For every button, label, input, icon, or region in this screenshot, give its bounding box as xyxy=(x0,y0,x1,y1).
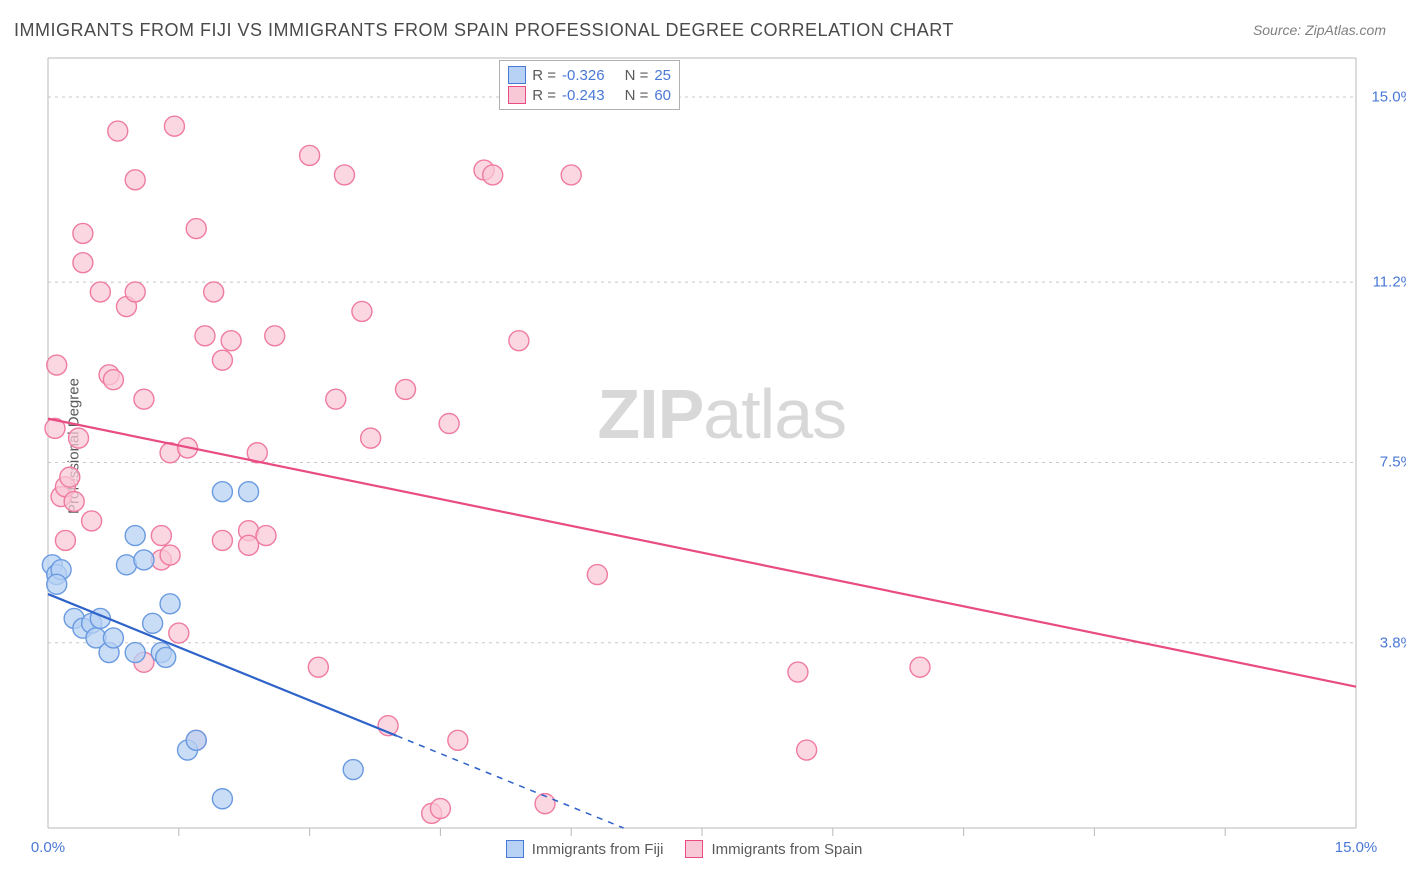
fiji-point xyxy=(212,482,232,502)
chart-container: IMMIGRANTS FROM FIJI VS IMMIGRANTS FROM … xyxy=(0,0,1406,892)
stat-r-value: -0.243 xyxy=(562,87,605,104)
stat-n-label: N = xyxy=(625,87,649,104)
fiji-point xyxy=(125,643,145,663)
spain-point xyxy=(483,165,503,185)
fiji-point xyxy=(186,730,206,750)
spain-point xyxy=(448,730,468,750)
legend-item: Immigrants from Spain xyxy=(685,840,862,858)
spain-point xyxy=(587,565,607,585)
spain-point xyxy=(212,530,232,550)
fiji-point xyxy=(125,526,145,546)
fiji-point xyxy=(103,628,123,648)
spain-point xyxy=(103,370,123,390)
spain-point xyxy=(326,389,346,409)
spain-point xyxy=(164,116,184,136)
spain-point xyxy=(212,350,232,370)
spain-point xyxy=(439,414,459,434)
x-tick-label: 15.0% xyxy=(1335,839,1378,856)
fiji-point xyxy=(239,482,259,502)
spain-point xyxy=(195,326,215,346)
stat-r-value: -0.326 xyxy=(562,67,605,84)
spain-point xyxy=(47,355,67,375)
stat-r-label: R = xyxy=(532,67,556,84)
spain-point xyxy=(125,282,145,302)
spain-point xyxy=(910,657,930,677)
fiji-point xyxy=(212,789,232,809)
spain-point xyxy=(265,326,285,346)
fiji-point xyxy=(134,550,154,570)
x-tick-label: 0.0% xyxy=(31,839,65,856)
spain-point xyxy=(561,165,581,185)
spain-point xyxy=(151,526,171,546)
stats-legend-box: R = -0.326 N = 25 R = -0.243 N = 60 xyxy=(499,60,680,110)
stat-r-label: R = xyxy=(532,87,556,104)
spain-point xyxy=(334,165,354,185)
spain-point xyxy=(186,219,206,239)
spain-point xyxy=(509,331,529,351)
spain-point xyxy=(221,331,241,351)
header: IMMIGRANTS FROM FIJI VS IMMIGRANTS FROM … xyxy=(14,20,1392,50)
fiji-point xyxy=(156,647,176,667)
spain-point xyxy=(64,491,84,511)
legend-label: Immigrants from Fiji xyxy=(532,841,664,858)
stat-n-value: 25 xyxy=(654,67,671,84)
spain-point xyxy=(396,379,416,399)
spain-point xyxy=(169,623,189,643)
y-tick-label: 7.5% xyxy=(1380,454,1406,471)
fiji-point xyxy=(343,760,363,780)
spain-point xyxy=(797,740,817,760)
spain-point xyxy=(430,799,450,819)
spain-point xyxy=(125,170,145,190)
spain-point xyxy=(55,530,75,550)
y-tick-label: 3.8% xyxy=(1380,634,1406,651)
source-label: Source: ZipAtlas.com xyxy=(1253,22,1386,38)
stats-row: R = -0.326 N = 25 xyxy=(504,65,675,85)
legend-swatch xyxy=(508,86,526,104)
stat-n-value: 60 xyxy=(654,87,671,104)
spain-point xyxy=(204,282,224,302)
spain-point xyxy=(108,121,128,141)
spain-point xyxy=(73,223,93,243)
spain-point xyxy=(239,535,259,555)
spain-point xyxy=(90,282,110,302)
spain-point xyxy=(256,526,276,546)
legend-swatch xyxy=(508,66,526,84)
plot-svg xyxy=(48,58,1356,828)
spain-point xyxy=(300,145,320,165)
spain-point xyxy=(308,657,328,677)
chart-title: IMMIGRANTS FROM FIJI VS IMMIGRANTS FROM … xyxy=(14,20,954,40)
legend-swatch xyxy=(685,840,703,858)
fiji-point xyxy=(47,574,67,594)
fiji-trendline-solid xyxy=(48,594,397,736)
legend-item: Immigrants from Fiji xyxy=(506,840,664,858)
spain-point xyxy=(160,545,180,565)
spain-point xyxy=(73,253,93,273)
spain-point xyxy=(361,428,381,448)
stat-n-label: N = xyxy=(625,67,649,84)
fiji-point xyxy=(160,594,180,614)
spain-point xyxy=(134,389,154,409)
plot-area: ZIPatlas R =-0.326N =25R =-0.243N =60 3.… xyxy=(48,58,1356,828)
bottom-legend: Immigrants from Fiji Immigrants from Spai… xyxy=(506,840,863,858)
spain-point xyxy=(788,662,808,682)
y-tick-label: 11.2% xyxy=(1373,274,1406,291)
legend-label: Immigrants from Spain xyxy=(711,841,862,858)
fiji-point xyxy=(143,613,163,633)
spain-point xyxy=(69,428,89,448)
y-tick-label: 15.0% xyxy=(1371,88,1406,105)
spain-point xyxy=(82,511,102,531)
spain-point xyxy=(60,467,80,487)
legend-swatch xyxy=(506,840,524,858)
spain-point xyxy=(352,301,372,321)
stats-row: R = -0.243 N = 60 xyxy=(504,85,675,105)
